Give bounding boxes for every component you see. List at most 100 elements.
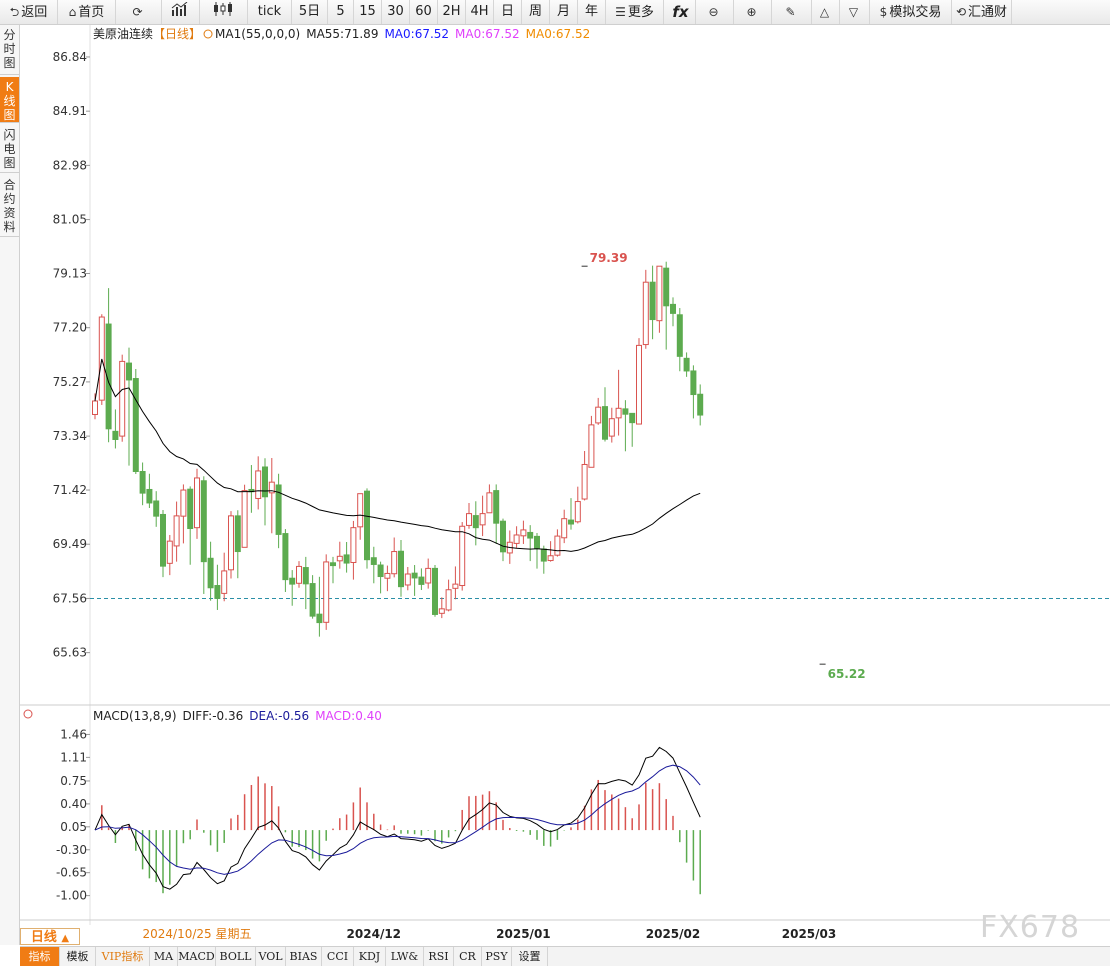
- toolbar-menu-17-button[interactable]: ☰ 更多: [606, 0, 664, 24]
- candle-body: [697, 393, 704, 416]
- toolbar-triangle-up-button[interactable]: △: [812, 0, 840, 24]
- indicator-tab-0[interactable]: 指标: [20, 947, 60, 966]
- macd-value-label: MACD:0.40: [315, 709, 382, 723]
- macd-y-tick-label: 0.75: [60, 774, 87, 788]
- home-icon: ⌂: [68, 5, 77, 19]
- toolbar-period-16-button[interactable]: 年: [578, 0, 606, 24]
- candle-body: [466, 513, 472, 526]
- toolbar-period-7-button[interactable]: 5: [328, 0, 354, 24]
- toolbar-button-label: 日: [500, 4, 514, 19]
- candle-body: [330, 562, 336, 567]
- candle-body: [547, 555, 554, 562]
- candle-body: [384, 572, 391, 579]
- macd-y-tick-label: 1.11: [60, 750, 87, 764]
- toolbar-period-8-button[interactable]: 15: [354, 0, 382, 24]
- candle-body: [411, 572, 418, 579]
- candle-body: [194, 477, 200, 529]
- toolbar-dollar-24-button[interactable]: $ 模拟交易: [870, 0, 952, 24]
- indicator-tab-2[interactable]: VIP指标: [96, 947, 150, 966]
- candle-body: [357, 493, 364, 528]
- high-price-label: 79.39: [590, 251, 628, 265]
- candle-body: [479, 513, 486, 526]
- candle-body: [105, 323, 112, 430]
- side-tab-2[interactable]: 闪电图: [0, 125, 19, 173]
- indicator-tab-13[interactable]: PSY: [482, 947, 512, 966]
- side-tab-0[interactable]: 分时图: [0, 25, 19, 75]
- toolbar-period-5-button[interactable]: tick: [248, 0, 292, 24]
- toolbar-refresh-button[interactable]: ⟳: [116, 0, 162, 24]
- toolbar-period-12-button[interactable]: 4H: [466, 0, 494, 24]
- toolbar-period-6-button[interactable]: 5日: [292, 0, 328, 24]
- indicator-tab-1[interactable]: 模板: [60, 947, 96, 966]
- candle-body: [221, 570, 228, 594]
- dea-line: [94, 764, 701, 875]
- indicator-tab-3[interactable]: MA: [150, 947, 178, 966]
- candle-body: [513, 534, 520, 544]
- macd-diff-label: DIFF:-0.36: [183, 709, 244, 723]
- candle-body: [588, 424, 595, 468]
- candle-body: [642, 281, 649, 346]
- macd-y-tick-label: -0.30: [56, 843, 87, 857]
- candle-body: [92, 400, 98, 415]
- macd-y-tick-label: 0.05: [60, 820, 87, 834]
- candle-body: [282, 533, 289, 581]
- candle-body: [180, 489, 187, 517]
- indicator-tab-7[interactable]: BIAS: [286, 947, 322, 966]
- toolbar-line-chart-button[interactable]: [162, 0, 200, 24]
- indicator-tab-11[interactable]: RSI: [424, 947, 454, 966]
- candle-body: [234, 515, 241, 553]
- indicator-tab-4[interactable]: MACD: [178, 947, 216, 966]
- candle-body: [160, 513, 166, 567]
- toolbar-candle-button[interactable]: [200, 0, 248, 24]
- toolbar-button-label: 汇通财: [968, 5, 1008, 20]
- candle-body: [615, 407, 622, 419]
- candle-body: [343, 554, 350, 564]
- toolbar-button-label: tick: [257, 4, 282, 19]
- toolbar-home-1-button[interactable]: ⌂ 首页: [58, 0, 116, 24]
- toolbar-period-11-button[interactable]: 2H: [438, 0, 466, 24]
- macd-y-tick-label: 1.46: [60, 727, 87, 741]
- legend-ma-a: MA0:67.52: [384, 27, 449, 41]
- toolbar-back-0-button[interactable]: ⮌ 返回: [0, 0, 58, 24]
- settings-icon: [203, 29, 213, 39]
- toolbar-period-10-button[interactable]: 60: [410, 0, 438, 24]
- x-tick-label: 2024/10/25 星期五: [143, 927, 252, 941]
- candle-body: [670, 303, 676, 314]
- toolbar-zoom-out-button[interactable]: ⊖: [696, 0, 734, 24]
- indicator-tab-5[interactable]: BOLL: [216, 947, 256, 966]
- candle-body: [153, 500, 160, 517]
- toolbar-period-13-button[interactable]: 日: [494, 0, 522, 24]
- toolbar-period-14-button[interactable]: 周: [522, 0, 550, 24]
- toolbar-button-label: fx: [672, 3, 689, 21]
- indicator-tab-9[interactable]: KDJ: [354, 947, 386, 966]
- indicator-tab-12[interactable]: CR: [454, 947, 482, 966]
- indicator-tab-8[interactable]: CCI: [322, 947, 354, 966]
- toolbar-period-9-button[interactable]: 30: [382, 0, 410, 24]
- candle-body: [527, 531, 534, 539]
- macd-dea-label: DEA:-0.56: [249, 709, 309, 723]
- indicator-tab-6[interactable]: VOL: [256, 947, 286, 966]
- macd-y-tick-label: -0.65: [56, 866, 87, 880]
- back-icon: ⮌: [9, 5, 20, 19]
- candle-body: [472, 515, 479, 529]
- toolbar-exchange-25-button[interactable]: ⟲ 汇通财: [952, 0, 1012, 24]
- toolbar-period-15-button[interactable]: 月: [550, 0, 578, 24]
- candle-body: [554, 535, 561, 556]
- candle-body: [500, 520, 506, 553]
- candle-body: [581, 463, 588, 500]
- indicator-tab-14[interactable]: 设置: [512, 947, 548, 966]
- toolbar-zoom-in-button[interactable]: ⊕: [734, 0, 772, 24]
- indicator-tab-10[interactable]: LW&: [386, 947, 424, 966]
- toolbar-function-18-button[interactable]: fx: [664, 0, 696, 24]
- candle-body: [377, 564, 384, 578]
- side-tab-3[interactable]: 合约资料: [0, 175, 19, 237]
- period-selector[interactable]: 日线 ▲: [20, 928, 80, 945]
- candle-body: [139, 470, 146, 494]
- x-tick-label: 2024/12: [347, 927, 401, 941]
- toolbar-triangle-down-button[interactable]: ▽: [840, 0, 870, 24]
- candle-body: [126, 362, 132, 381]
- macd-settings-icon: [23, 709, 33, 719]
- toolbar-pen-button[interactable]: ✎: [772, 0, 812, 24]
